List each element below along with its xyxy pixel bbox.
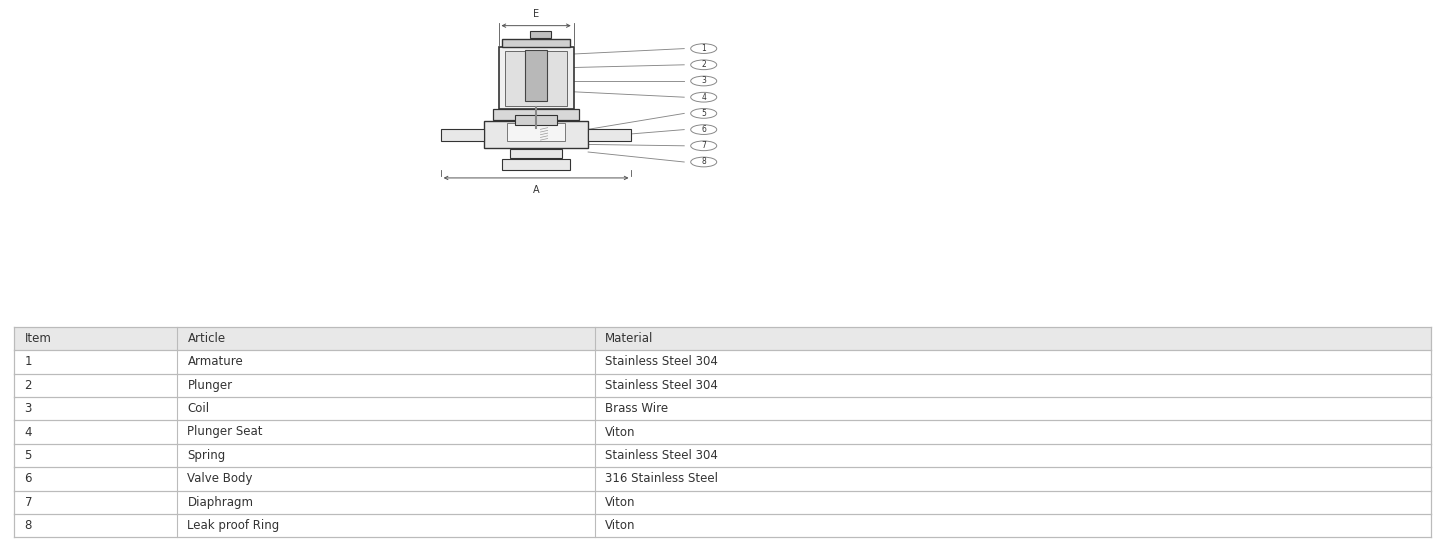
Text: 5: 5 <box>25 449 32 462</box>
Bar <box>14 420 1431 444</box>
Text: 3: 3 <box>701 77 707 85</box>
Text: 1: 1 <box>701 44 707 53</box>
Bar <box>14 490 1431 514</box>
Bar <box>14 514 1431 537</box>
Bar <box>14 327 1431 350</box>
Text: 5: 5 <box>701 109 707 118</box>
Text: Viton: Viton <box>605 496 636 509</box>
Circle shape <box>691 76 717 86</box>
Bar <box>14 350 1431 374</box>
Bar <box>510 149 562 159</box>
Bar <box>14 374 1431 397</box>
Bar <box>530 30 551 38</box>
Text: 7: 7 <box>701 141 707 150</box>
Text: Coil: Coil <box>188 402 210 415</box>
Text: Material: Material <box>605 332 653 345</box>
Text: Article: Article <box>188 332 225 345</box>
Text: 2: 2 <box>701 60 707 69</box>
Text: 3: 3 <box>25 402 32 415</box>
Circle shape <box>691 44 717 53</box>
Bar <box>516 116 556 125</box>
Text: Spring: Spring <box>188 449 225 462</box>
Bar <box>503 39 569 47</box>
Text: 1: 1 <box>25 355 32 368</box>
Text: Viton: Viton <box>605 519 636 532</box>
Bar <box>14 444 1431 467</box>
Text: 4: 4 <box>701 93 707 102</box>
Text: 6: 6 <box>701 125 707 134</box>
Text: A: A <box>533 185 539 195</box>
Circle shape <box>691 125 717 134</box>
Bar <box>525 50 548 101</box>
Bar <box>14 467 1431 490</box>
Text: Stainless Steel 304: Stainless Steel 304 <box>605 355 718 368</box>
Text: Viton: Viton <box>605 426 636 438</box>
Bar <box>503 159 569 170</box>
Text: 6: 6 <box>25 472 32 485</box>
Circle shape <box>691 157 717 167</box>
Bar <box>441 129 484 140</box>
Text: 8: 8 <box>25 519 32 532</box>
Text: 7: 7 <box>25 496 32 509</box>
Text: Brass Wire: Brass Wire <box>605 402 668 415</box>
Bar <box>507 123 565 141</box>
Text: Stainless Steel 304: Stainless Steel 304 <box>605 379 718 392</box>
Circle shape <box>691 92 717 102</box>
Bar <box>493 109 579 120</box>
Text: 2: 2 <box>25 379 32 392</box>
Text: Plunger: Plunger <box>188 379 233 392</box>
Text: 4: 4 <box>25 426 32 438</box>
Bar <box>499 47 574 109</box>
Text: E: E <box>533 9 539 19</box>
Text: Stainless Steel 304: Stainless Steel 304 <box>605 449 718 462</box>
Text: Armature: Armature <box>188 355 243 368</box>
Bar <box>506 51 566 106</box>
Bar <box>588 129 631 140</box>
Text: Item: Item <box>25 332 52 345</box>
Circle shape <box>691 60 717 70</box>
Text: 316 Stainless Steel: 316 Stainless Steel <box>605 472 718 485</box>
Text: Valve Body: Valve Body <box>188 472 253 485</box>
Text: 8: 8 <box>701 158 707 166</box>
Text: Leak proof Ring: Leak proof Ring <box>188 519 280 532</box>
Circle shape <box>691 141 717 151</box>
Circle shape <box>691 109 717 118</box>
Bar <box>484 122 588 148</box>
Text: Diaphragm: Diaphragm <box>188 496 253 509</box>
Text: Plunger Seat: Plunger Seat <box>188 426 263 438</box>
Bar <box>14 397 1431 420</box>
